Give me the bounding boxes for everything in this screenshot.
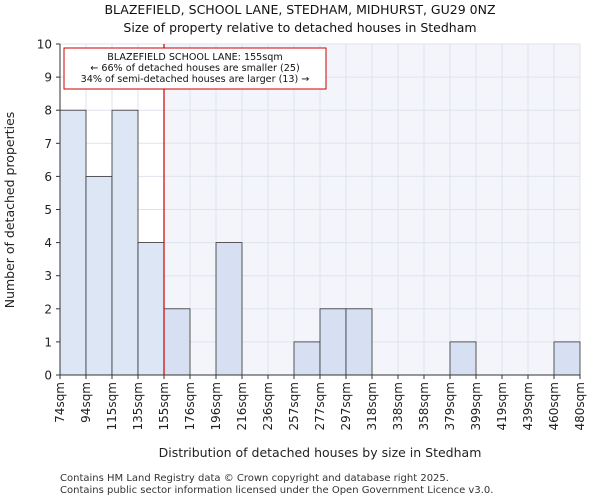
x-tick-label: 216sqm (235, 382, 249, 430)
bar (59, 109, 87, 376)
x-tick-label: 155sqm (157, 382, 171, 430)
y-tick-label: 3 (44, 269, 52, 283)
chart-subtitle: Size of property relative to detached ho… (123, 20, 476, 35)
bar (215, 242, 243, 376)
x-tick-label: 196sqm (209, 382, 223, 430)
annotation-line-2: ← 66% of detached houses are smaller (25… (90, 63, 299, 74)
bar (111, 109, 139, 376)
x-tick-label: 439sqm (521, 382, 535, 430)
bar (137, 242, 165, 376)
bar (293, 341, 321, 376)
x-tick-label: 379sqm (443, 382, 457, 430)
x-tick-label: 74sqm (53, 382, 67, 423)
x-tick-label: 358sqm (417, 382, 431, 430)
y-tick-label: 0 (44, 369, 52, 383)
bar (449, 341, 477, 376)
x-tick-label: 94sqm (79, 382, 93, 423)
bar (345, 308, 373, 376)
y-tick-label: 1 (44, 335, 52, 349)
y-tick-label: 4 (44, 236, 52, 250)
y-tick-label: 8 (44, 104, 52, 118)
x-tick-label: 236sqm (261, 382, 275, 430)
bar (319, 308, 347, 376)
x-tick-label: 277sqm (313, 382, 327, 430)
x-tick-label: 399sqm (469, 382, 483, 430)
annotation-line-3: 34% of semi-detached houses are larger (… (81, 74, 310, 85)
annotation-line-1: BLAZEFIELD SCHOOL LANE: 155sqm (107, 52, 282, 63)
x-tick-label: 257sqm (287, 382, 301, 430)
plot-area: 0 1 2 3 4 5 6 7 8 9 10 74sqm 94sqm 115sqm 135sqm 155sqm… (37, 38, 587, 431)
y-tick-label: 9 (44, 71, 52, 85)
footer-line-1: Contains HM Land Registry data © Crown c… (60, 473, 449, 484)
x-tick-label: 338sqm (391, 382, 405, 430)
bar (553, 341, 581, 376)
bar (85, 175, 113, 376)
y-tick-label: 5 (44, 203, 52, 217)
x-tick-label: 318sqm (365, 382, 379, 430)
x-tick-label: 297sqm (339, 382, 353, 430)
chart-title: BLAZEFIELD, SCHOOL LANE, STEDHAM, MIDHUR… (104, 2, 495, 17)
y-tick-label: 7 (44, 137, 52, 151)
bar (163, 308, 191, 376)
footer-line-2: Contains public sector information licen… (60, 485, 494, 496)
x-axis-label: Distribution of detached houses by size … (159, 445, 482, 460)
histogram-chart: BLAZEFIELD, SCHOOL LANE, STEDHAM, MIDHUR… (2, 2, 587, 460)
x-tick-label: 480sqm (573, 382, 587, 430)
x-tick-label: 460sqm (547, 382, 561, 430)
y-tick-label: 2 (44, 302, 52, 316)
x-tick-label: 176sqm (183, 382, 197, 430)
y-tick-label: 6 (44, 170, 52, 184)
annotation-box (63, 47, 327, 90)
y-tick-label: 10 (37, 38, 52, 52)
y-axis-label: Number of detached properties (2, 112, 17, 309)
x-tick-label: 135sqm (131, 382, 145, 430)
x-tick-label: 419sqm (495, 382, 509, 430)
x-tick-label: 115sqm (105, 382, 119, 430)
